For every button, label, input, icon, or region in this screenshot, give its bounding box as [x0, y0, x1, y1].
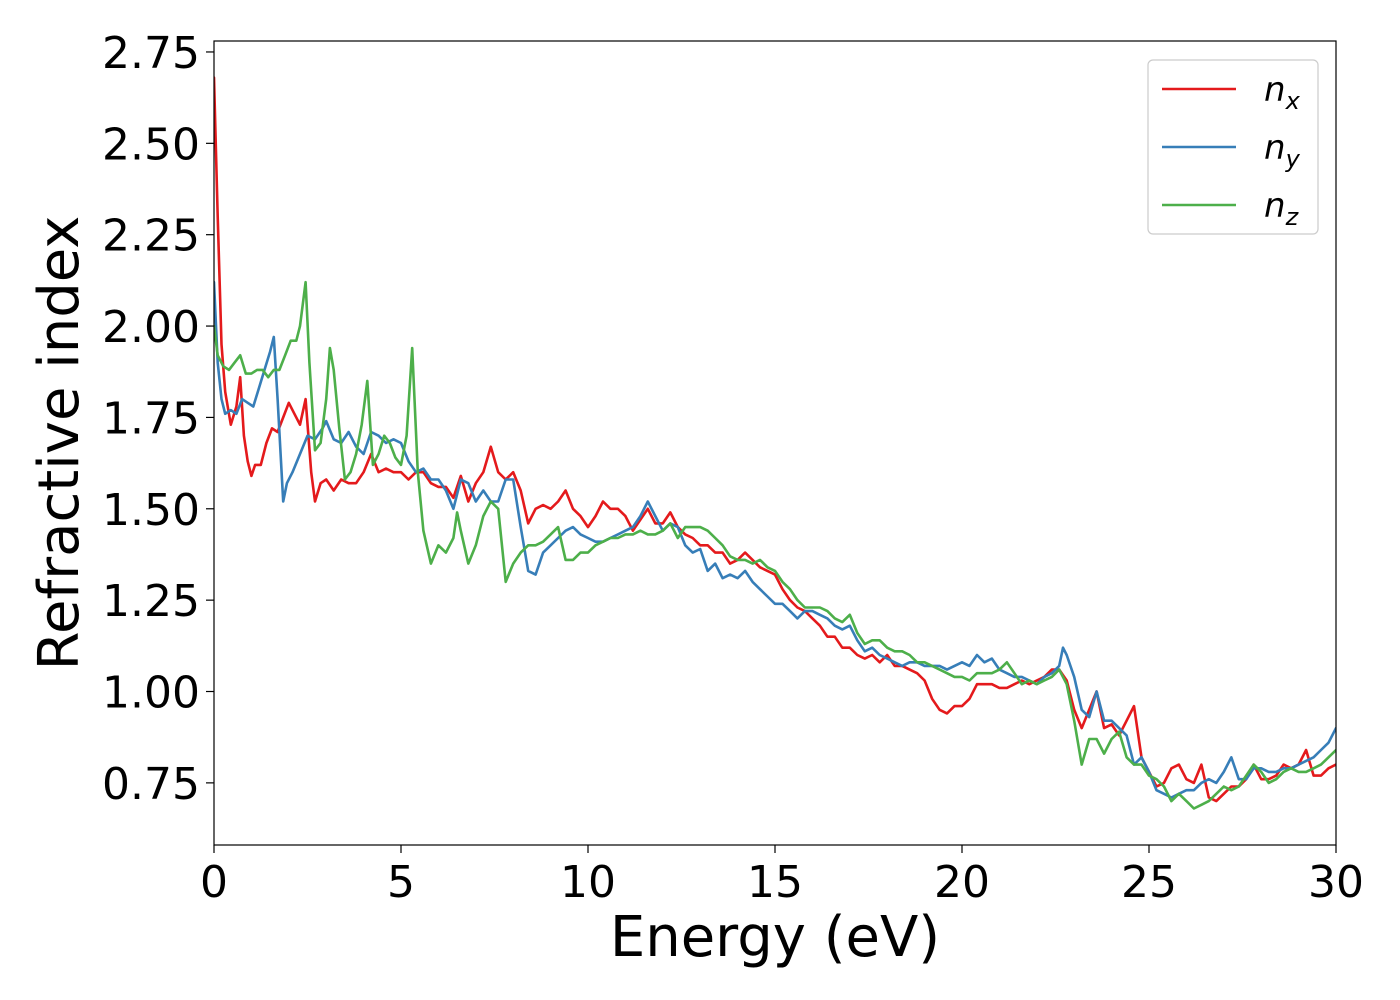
y-tick-label: 2.75: [102, 28, 200, 79]
y-tick-label: 2.50: [102, 119, 200, 170]
series-line-nz: [214, 280, 1336, 810]
y-tick-label: 2.25: [102, 211, 200, 262]
y-tick-label: 1.75: [102, 393, 200, 444]
y-axis-title: Refractive index: [27, 216, 92, 671]
series-layer: [214, 76, 1336, 810]
y-tick-label: 0.75: [102, 759, 200, 810]
y-tick-label: 1.50: [102, 485, 200, 536]
y-tick-label: 1.25: [102, 576, 200, 627]
series-line-nx: [214, 76, 1336, 803]
y-tick-label: 1.00: [102, 668, 200, 719]
x-tick-label: 5: [387, 857, 415, 908]
series-line-ny: [214, 280, 1336, 799]
y-tick-label: 2.00: [102, 302, 200, 353]
x-axis-ticks: 0 5 10 15 20 25 30: [200, 845, 1364, 908]
x-tick-label: 0: [200, 857, 228, 908]
y-axis-ticks: 0.75 1.00 1.25 1.50 1.75 2.00 2.25 2.50 2.75: [102, 28, 214, 810]
x-tick-label: 15: [747, 857, 803, 908]
x-tick-label: 20: [934, 857, 990, 908]
x-tick-label: 10: [560, 857, 616, 908]
x-axis-title: Energy (eV): [610, 905, 940, 970]
x-tick-label: 25: [1121, 857, 1177, 908]
x-tick-label: 30: [1308, 857, 1364, 908]
